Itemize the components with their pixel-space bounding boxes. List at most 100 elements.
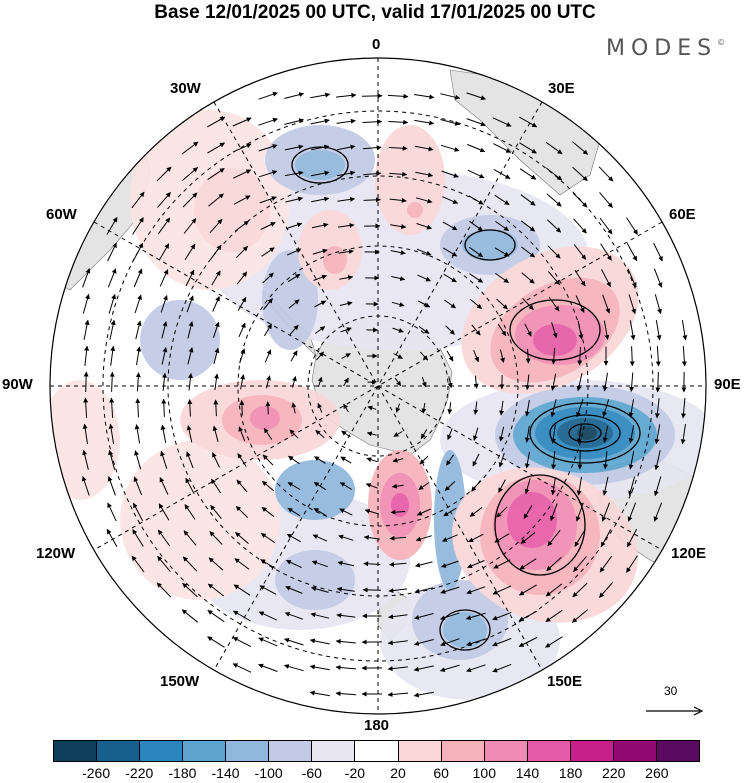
wind-vector <box>314 300 327 308</box>
lon-label-upper-right: 60E <box>669 206 696 223</box>
wind-vector <box>210 244 222 260</box>
wind-vector <box>314 326 326 334</box>
wind-vector <box>109 397 115 418</box>
wind-vector <box>158 503 170 521</box>
wind-vector <box>627 502 637 522</box>
wind-vector <box>214 373 219 391</box>
wind-vector <box>418 481 430 491</box>
wind-vector <box>419 351 429 361</box>
wind-vector <box>473 350 479 363</box>
wind-vector <box>414 145 434 152</box>
wind-vector <box>520 220 536 232</box>
wind-vector <box>287 482 301 490</box>
wind-vector <box>655 371 661 393</box>
wind-vector <box>395 403 401 413</box>
wind-vector <box>363 561 381 567</box>
wind-vector <box>336 92 357 98</box>
wind-vector <box>498 426 505 442</box>
polar-map <box>49 57 707 715</box>
wind-vector <box>601 269 611 288</box>
colorbar-tick-label: -220 <box>125 765 154 781</box>
colorbar-tick-label: 60 <box>433 765 449 781</box>
wind-vector <box>234 558 250 570</box>
wind-vector <box>602 294 611 314</box>
colorbar-tick-label: -260 <box>82 765 111 781</box>
wind-vector <box>339 482 352 490</box>
wind-vector <box>440 586 460 594</box>
meridian-60 <box>93 221 663 551</box>
wind-vector <box>415 535 432 542</box>
wind-vector <box>181 609 199 623</box>
wind-vector <box>182 192 198 208</box>
wind-vector <box>260 559 276 569</box>
wind-vector <box>312 534 328 542</box>
wind-vector <box>106 216 118 235</box>
wind-vector <box>84 345 90 366</box>
neg-anomaly <box>262 250 318 350</box>
wind-vector <box>496 298 508 310</box>
wind-vector <box>442 534 458 542</box>
wind-vector <box>599 582 613 598</box>
wind-vector <box>337 223 355 228</box>
pos-anomaly <box>375 125 445 235</box>
wind-vector <box>394 377 402 387</box>
colorbar-segment <box>570 741 614 761</box>
wind-vector <box>286 222 303 229</box>
wind-vector <box>571 141 589 155</box>
wind-vector <box>284 144 304 151</box>
wind-vector <box>626 217 638 235</box>
wind-vector <box>470 299 482 309</box>
wind-vector <box>317 402 323 413</box>
wind-vector <box>259 196 277 204</box>
colorbar-segment <box>183 741 227 761</box>
wind-vector <box>82 268 91 288</box>
weak-pos-area <box>120 440 280 600</box>
wind-vector <box>258 637 278 647</box>
neg-anomaly <box>295 150 345 180</box>
wind-vector <box>524 451 530 469</box>
wind-vector <box>161 321 168 339</box>
wind-vector <box>157 555 171 573</box>
wind-vector <box>388 588 408 594</box>
wind-vector <box>498 452 505 468</box>
wind-vector <box>546 556 562 572</box>
wind-vector <box>497 324 507 337</box>
colorbar-segment <box>484 741 528 761</box>
wind-vector <box>419 455 429 465</box>
wind-vector <box>366 431 377 437</box>
wind-vector <box>131 191 145 209</box>
wind-vector <box>340 327 352 333</box>
wind-vector <box>83 371 89 393</box>
wind-vector <box>236 271 248 285</box>
wind-vector <box>258 611 278 621</box>
wind-vector <box>573 244 587 260</box>
wind-vector <box>135 372 141 392</box>
wind-vector <box>442 221 458 231</box>
wind-vector <box>547 271 561 285</box>
wind-vector <box>471 480 481 492</box>
wind-vector <box>316 351 324 361</box>
anticyclone-vortex <box>509 299 601 361</box>
wind-vector <box>107 476 116 496</box>
colorbar-tick-label: 140 <box>515 765 540 781</box>
wind-vector <box>285 196 304 203</box>
wind-vector <box>83 319 90 340</box>
wind-vector <box>106 528 118 547</box>
wind-vector <box>160 450 168 469</box>
colorbar-segment <box>656 741 699 761</box>
wind-vector <box>135 398 141 418</box>
wind-vector <box>414 94 435 100</box>
wind-vector <box>653 268 663 288</box>
colorbar-segment <box>312 741 356 761</box>
wind-vector <box>519 116 538 128</box>
wind-vector <box>261 247 275 257</box>
wind-vector <box>285 559 302 569</box>
wind-vector <box>187 321 194 339</box>
wind-vector <box>336 586 355 592</box>
wind-vector <box>388 145 408 151</box>
wind-vector <box>287 273 301 283</box>
wind-vector <box>212 452 220 468</box>
wind-vector <box>232 117 252 127</box>
wind-vector <box>185 269 195 287</box>
wind-vector <box>626 555 638 573</box>
